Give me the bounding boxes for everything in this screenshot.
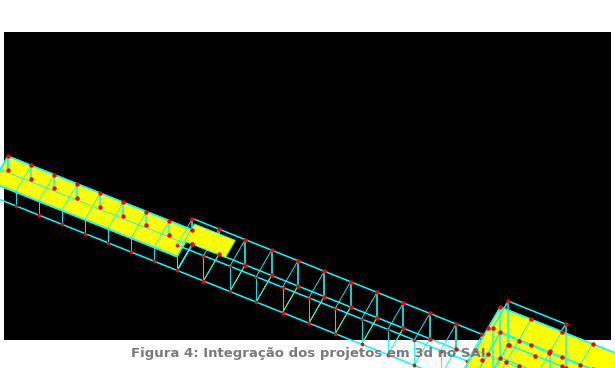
Polygon shape — [8, 156, 192, 244]
Polygon shape — [0, 156, 192, 256]
Polygon shape — [463, 358, 615, 368]
Bar — [4, 32, 611, 340]
Polygon shape — [463, 307, 615, 368]
Polygon shape — [463, 332, 615, 368]
Text: Figura 4: Integração dos projetos em 3d no SAI: Figura 4: Integração dos projetos em 3d … — [130, 347, 485, 361]
Polygon shape — [184, 224, 236, 258]
